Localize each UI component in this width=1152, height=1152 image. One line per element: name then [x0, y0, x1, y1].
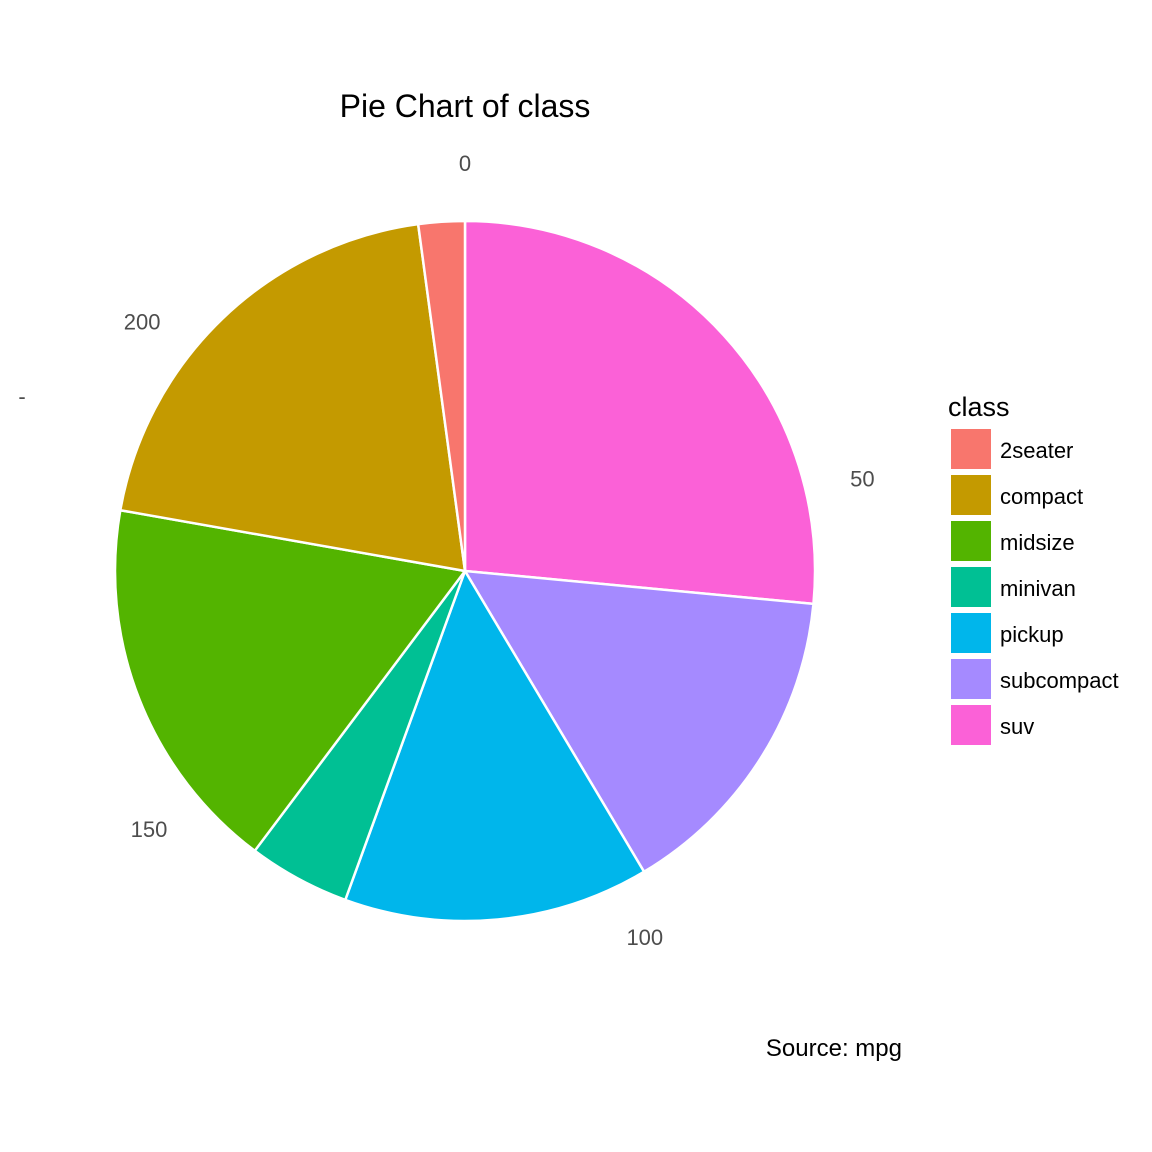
legend-key-compact [949, 473, 993, 517]
pie-slice-suv [463, 219, 817, 606]
y-axis-stray-label: - [18, 384, 25, 409]
pie-slices [113, 219, 817, 923]
pie-slice-midsize [113, 508, 468, 853]
pie-slice-pickup [343, 568, 646, 923]
legend-title: class [948, 392, 1010, 422]
tick-label-0: 0 [459, 151, 471, 176]
legend-key-suv [949, 703, 993, 747]
legend-key-pickup [949, 611, 993, 655]
legend-label-2seater: 2seater [1000, 438, 1073, 463]
legend-key-2seater [949, 427, 993, 471]
legend-key-minivan [949, 565, 993, 609]
tick-label-50: 50 [850, 467, 874, 492]
pie-slice-subcompact [462, 569, 815, 874]
tick-label-150: 150 [131, 817, 168, 842]
legend-label-subcompact: subcompact [1000, 668, 1119, 693]
legend-label-midsize: midsize [1000, 530, 1075, 555]
chart-title: Pie Chart of class [340, 88, 591, 124]
legend-label-pickup: pickup [1000, 622, 1064, 647]
chart-caption: Source: mpg [766, 1035, 902, 1062]
legend-key-midsize [949, 519, 993, 563]
pie-tick-labels: 0 50 100 150 200 [124, 151, 875, 950]
legend-label-suv: suv [1000, 714, 1034, 739]
pie-slice-2seater [416, 219, 467, 572]
tick-label-200: 200 [124, 310, 161, 335]
legend-key-subcompact [949, 657, 993, 701]
legend: class 2seater compact midsize minivan pickup… [948, 392, 1119, 747]
legend-label-compact: compact [1000, 484, 1083, 509]
tick-label-100: 100 [626, 925, 663, 950]
pie-slice-compact [118, 222, 467, 573]
legend-label-minivan: minivan [1000, 576, 1076, 601]
